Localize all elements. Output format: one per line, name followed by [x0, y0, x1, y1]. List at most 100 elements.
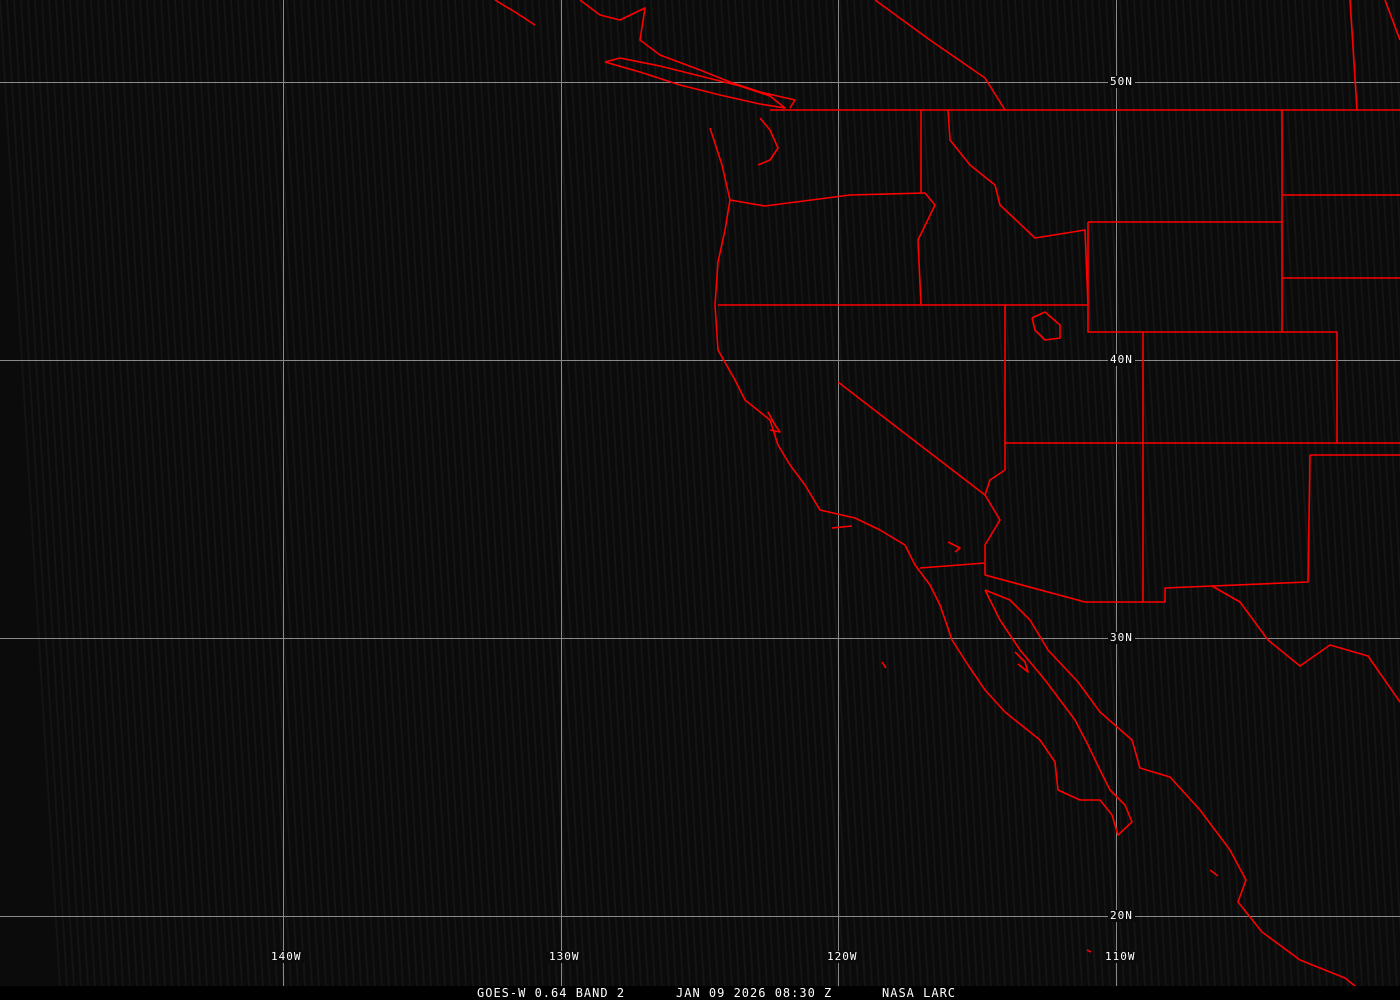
texture-stripe — [1154, 0, 1216, 986]
texture-stripe — [1168, 0, 1230, 986]
texture-stripe — [1119, 0, 1181, 986]
texture-stripe — [153, 0, 215, 986]
texture-stripe — [1343, 0, 1400, 937]
texture-stripe — [790, 0, 852, 986]
texture-stripe — [1203, 0, 1265, 986]
texture-stripe — [6, 0, 68, 986]
texture-stripe — [538, 0, 600, 986]
texture-stripe — [76, 0, 138, 986]
texture-stripe — [986, 0, 1048, 986]
texture-stripe — [384, 0, 446, 986]
texture-stripe — [1189, 0, 1251, 986]
texture-stripe — [1385, 0, 1400, 247]
great-salt-lake — [1031, 311, 1061, 341]
texture-stripe — [664, 0, 726, 986]
ca-nv-border — [984, 305, 1006, 562]
texture-stripe — [720, 0, 782, 986]
texture-stripe — [475, 0, 537, 986]
texture-stripe — [328, 0, 390, 986]
texture-stripe — [321, 0, 383, 986]
texture-stripe — [461, 0, 523, 986]
texture-stripe — [685, 0, 747, 986]
texture-stripe — [1350, 0, 1400, 822]
texture-stripe — [1378, 0, 1400, 362]
image-caption: GOES-W 0.64 BAND 2 JAN 09 2026 08:30 Z N… — [0, 986, 1400, 1000]
texture-stripe — [433, 0, 495, 986]
texture-stripe — [0, 0, 61, 986]
texture-stripe — [552, 0, 614, 986]
baja-islands — [881, 661, 887, 669]
lat-label-30n: 30N — [1108, 631, 1135, 644]
texture-stripe — [1273, 0, 1335, 986]
texture-stripe — [517, 0, 579, 986]
coastline-bc — [494, 0, 536, 26]
texture-stripe — [867, 0, 929, 986]
texture-stripe — [1175, 0, 1237, 986]
texture-stripe — [62, 0, 124, 986]
texture-stripe — [1126, 0, 1188, 986]
lon-label-130w: 130W — [547, 950, 582, 963]
texture-stripe — [223, 0, 285, 986]
lat-label-20n: 20N — [1108, 909, 1135, 922]
island-mazatlan — [1209, 869, 1219, 877]
texture-stripe — [846, 0, 908, 986]
texture-stripe — [1329, 0, 1391, 986]
texture-stripe — [244, 0, 306, 986]
texture-stripe — [888, 0, 950, 986]
texture-stripe — [1049, 0, 1111, 986]
texture-stripe — [405, 0, 467, 986]
texture-stripe — [1364, 0, 1400, 592]
west-coast — [709, 127, 1133, 836]
texture-stripe — [398, 0, 460, 986]
texture-stripe — [734, 0, 796, 986]
sf-bay — [767, 411, 781, 433]
lon-label-140w: 140W — [269, 950, 304, 963]
texture-stripe — [251, 0, 313, 986]
texture-stripe — [1231, 0, 1293, 986]
texture-stripe — [923, 0, 985, 986]
vancouver-island — [604, 57, 786, 109]
texture-stripe — [412, 0, 474, 986]
texture-stripe — [678, 0, 740, 986]
ca-nv-diagonal — [837, 381, 986, 496]
texture-stripe — [1322, 0, 1384, 986]
texture-stripe — [615, 0, 677, 986]
nm-tx-border — [1211, 454, 1311, 587]
texture-stripe — [1014, 0, 1076, 986]
texture-stripe — [1259, 0, 1321, 986]
texture-stripe — [699, 0, 761, 986]
caption-source: NASA LARC — [882, 986, 957, 1000]
texture-stripe — [636, 0, 698, 986]
texture-stripe — [937, 0, 999, 986]
texture-stripe — [993, 0, 1055, 986]
texture-stripe — [314, 0, 376, 986]
mn-border — [1384, 0, 1400, 41]
texture-stripe — [20, 0, 82, 986]
texture-stripe — [916, 0, 978, 986]
texture-stripe — [1140, 0, 1202, 986]
texture-stripe — [496, 0, 558, 986]
texture-stripe — [559, 0, 621, 986]
texture-stripe — [1357, 0, 1400, 707]
texture-stripe — [811, 0, 873, 986]
columbia-upper — [874, 0, 1006, 111]
caption-datetime: JAN 09 2026 08:30 Z — [676, 986, 833, 1000]
texture-stripe — [90, 0, 152, 986]
texture-stripe — [370, 0, 432, 986]
texture-stripe — [1182, 0, 1244, 986]
texture-stripe — [1371, 0, 1400, 477]
coastline-bc-mainland — [579, 0, 796, 109]
texture-stripe — [1336, 0, 1398, 986]
texture-stripe — [1210, 0, 1272, 986]
texture-stripe — [1035, 0, 1097, 986]
texture-stripe — [83, 0, 145, 986]
texture-stripe — [167, 0, 229, 986]
texture-stripe — [293, 0, 355, 986]
texture-stripe — [853, 0, 915, 986]
texture-stripe — [1147, 0, 1209, 986]
lat-label-40n: 40N — [1108, 353, 1135, 366]
texture-stripe — [1245, 0, 1307, 986]
texture-stripe — [1294, 0, 1356, 986]
texture-stripe — [1133, 0, 1195, 986]
us-mexico-border — [919, 562, 1213, 603]
